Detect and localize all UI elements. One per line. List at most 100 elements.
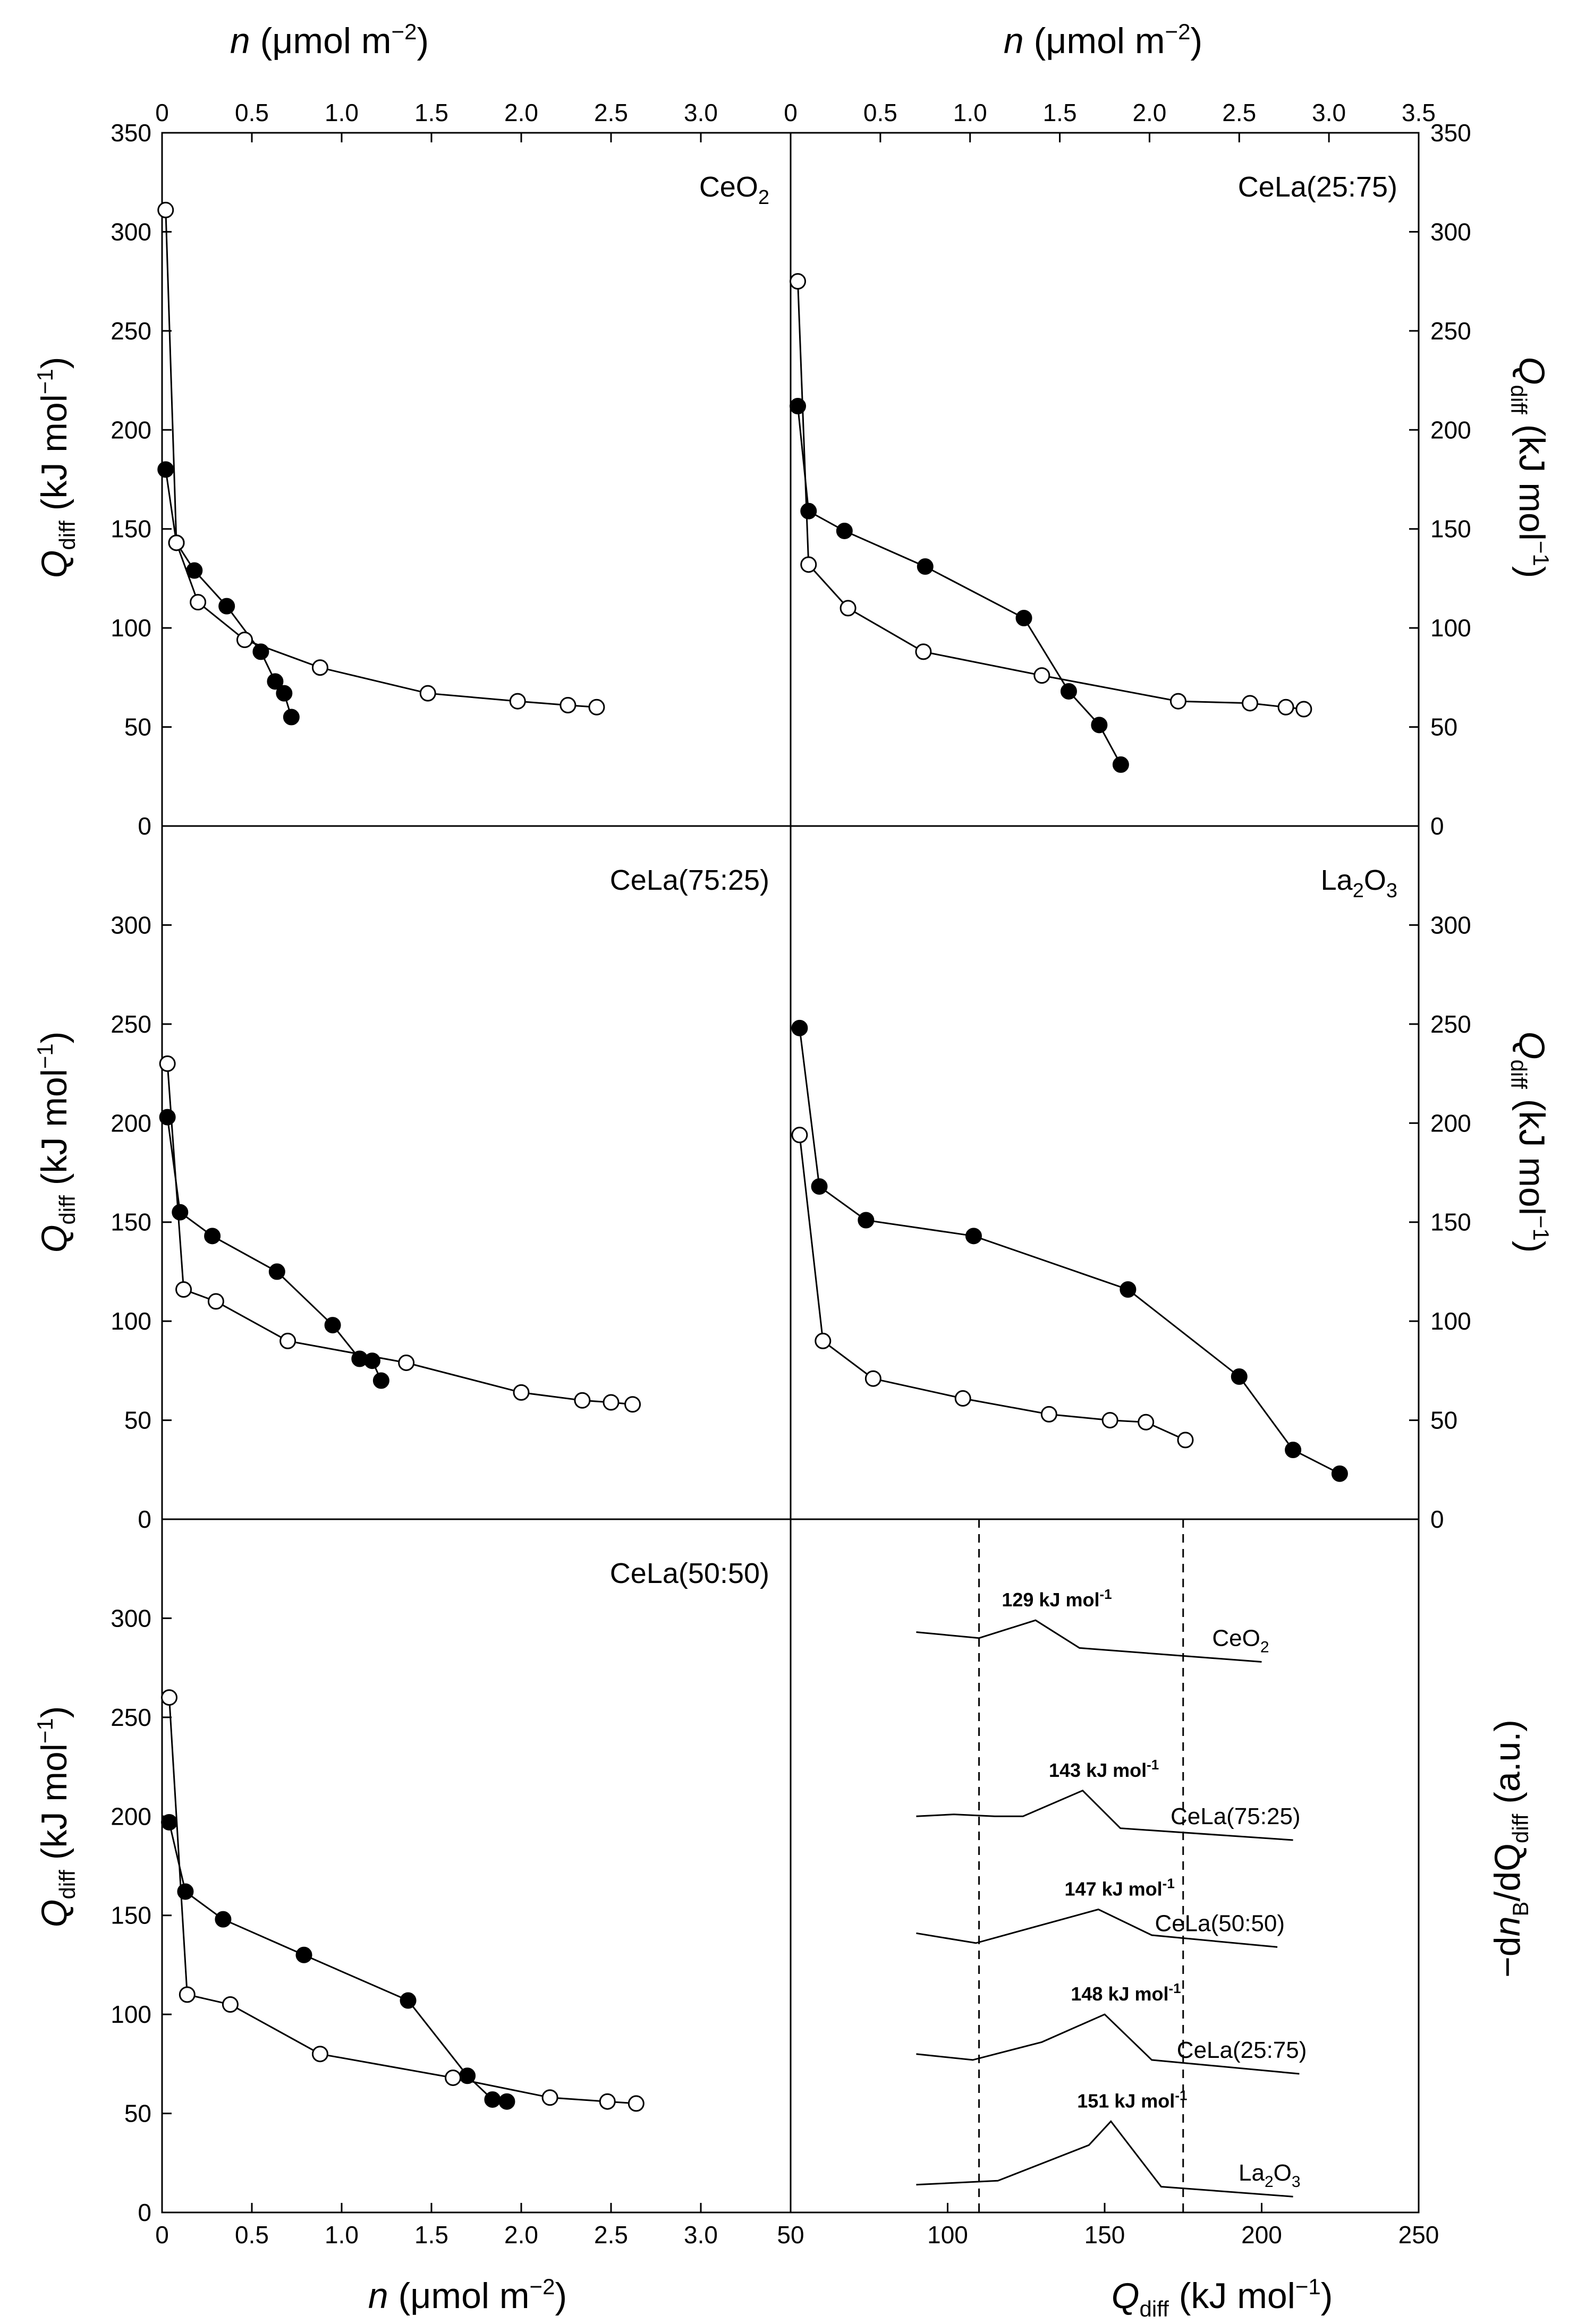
axis-title-symbol: Q (1512, 357, 1552, 385)
x-tick-label: 2.0 (504, 2221, 538, 2249)
panel-label-tail: O (1364, 864, 1386, 896)
data-point-open (168, 534, 185, 551)
series-line-open (168, 1697, 637, 2105)
panel-label: La2O3 (1321, 864, 1397, 902)
peak-label: 147 kJ mol-1 (1065, 1876, 1175, 1900)
data-point-open (179, 1986, 196, 2003)
peak-label-exponent: -1 (1175, 2087, 1187, 2103)
axis-title-unit: (μmol m (1024, 21, 1165, 61)
series-line-filled (797, 406, 1122, 765)
curve-label-subscript: 2 (1260, 1638, 1269, 1656)
data-point-open (1040, 1406, 1057, 1423)
x-tick-label: 1.0 (325, 99, 359, 126)
peak-label: 129 kJ mol-1 (1002, 1586, 1112, 1611)
x-tick-label: 0 (155, 2221, 169, 2249)
axis-title-unit: (μmol m (388, 2276, 530, 2316)
x-tick-label: 0.5 (863, 99, 897, 126)
y-tick-label: 100 (1430, 614, 1471, 642)
axis-title-unit: (kJ mol (34, 1069, 74, 1195)
y-tick-label: 200 (111, 416, 151, 444)
data-point-filled (1231, 1368, 1248, 1385)
data-point-open (1033, 667, 1050, 684)
data-point-filled (1112, 756, 1129, 773)
axis-title-exponent: −1 (32, 369, 57, 394)
y-tick-label: 250 (1430, 317, 1471, 345)
x-tick-label: 3.5 (1402, 99, 1436, 126)
y-tick-label: 0 (138, 1505, 151, 1533)
data-point-open (815, 1332, 832, 1349)
data-point-filled (1091, 717, 1108, 734)
y-tick-label: 350 (1430, 119, 1471, 147)
data-point-filled (811, 1178, 828, 1195)
x-tick-label: 2.5 (1222, 99, 1256, 126)
peak-label: 151 kJ mol-1 (1077, 2087, 1187, 2112)
data-point-filled (172, 1204, 189, 1221)
peak-label-value: 148 kJ mol (1071, 1983, 1168, 2005)
curve-label: La2O3 (1239, 2160, 1301, 2191)
axis-title-symbol: n (230, 21, 250, 61)
axis-title-symbol: Q (34, 1899, 74, 1927)
data-point-open (445, 2069, 462, 2086)
axis-title-subscript: diff (1140, 2296, 1169, 2321)
axis-title-unit: (kJ mol (1512, 1089, 1552, 1215)
axis-title-exponent: −1 (32, 1043, 57, 1069)
x-tick-label: 1.0 (953, 99, 987, 126)
curve-label-main: CeLa(25:75) (1177, 2037, 1307, 2063)
data-point-open (159, 1055, 176, 1072)
x-tick-label: 200 (1241, 2221, 1282, 2249)
left-y-axis-title-top: Qdiff (kJ mol−1) (32, 357, 80, 578)
x-tick-label: 2.5 (594, 99, 628, 126)
axis-title-subscript: B (1508, 1902, 1533, 1917)
panel-La2O3: 0 50 100 150 200 250 300 La2O3 (791, 864, 1471, 1533)
axis-title-unit: (μmol m (250, 21, 392, 61)
y-tick-label: 300 (111, 1604, 151, 1632)
y-tick-label: 0 (138, 2199, 151, 2226)
data-point-filled (917, 558, 934, 575)
axis-title-subscript: diff (1508, 1814, 1533, 1843)
x-tick-label: 3.0 (684, 99, 718, 126)
x-tick-label: 0 (155, 99, 169, 126)
axis-title-close: ) (34, 1706, 74, 1718)
y-tick-label: 250 (111, 1704, 151, 1731)
y-tick-label: 50 (1430, 713, 1457, 741)
data-point-filled (484, 2091, 501, 2108)
data-point-filled (858, 1212, 875, 1229)
left-y-axis-title-middle: Qdiff (kJ mol−1) (32, 1032, 80, 1253)
y-tick-label: 100 (111, 614, 151, 642)
panel-label: CeLa(25:75) (1238, 171, 1397, 203)
axis-title-close: ) (1512, 566, 1552, 578)
axis-title-unit: (kJ mol (34, 394, 74, 521)
distribution-curve (916, 2120, 1293, 2198)
axis-title-close: ) (1321, 2276, 1333, 2316)
top-right-x-axis-title: n (μmol m−2) (1004, 19, 1202, 61)
axis-title-symbol: n (1487, 1917, 1528, 1937)
top-left-x-axis-title: n (μmol m−2) (230, 19, 429, 61)
axis-title-close: ) (1190, 21, 1202, 61)
peak-label-exponent: -1 (1147, 1757, 1159, 1773)
data-point-filled (400, 1992, 417, 2009)
curve-label: CeLa(25:75) (1177, 2037, 1307, 2063)
y-tick-label: 0 (1430, 812, 1444, 840)
axis-title-unit: (kJ mol (1512, 414, 1552, 541)
axis-title-exponent: −1 (1295, 2274, 1321, 2299)
data-point-filled (1060, 683, 1077, 700)
curve-label: CeLa(75:25) (1171, 1803, 1301, 1829)
x-tick-label: 1.5 (1043, 99, 1077, 126)
data-point-filled (324, 1317, 341, 1334)
data-point-filled (372, 1372, 389, 1389)
axis-title-close: ) (555, 2276, 567, 2316)
axis-title-subscript: diff (55, 521, 80, 550)
data-point-filled (268, 1263, 285, 1280)
y-tick-label: 50 (124, 1407, 151, 1434)
peak-label-value: 129 kJ mol (1002, 1589, 1099, 1611)
data-point-open (1138, 1414, 1155, 1431)
y-tick-label: 300 (1430, 911, 1471, 939)
y-tick-label: 100 (111, 2000, 151, 2028)
axis-title-symbol: Q (1112, 2276, 1140, 2316)
peak-label: 143 kJ mol-1 (1049, 1757, 1159, 1781)
data-point-filled (1285, 1442, 1302, 1458)
y-tick-label: 100 (1430, 1307, 1471, 1335)
data-point-open (222, 1996, 239, 2013)
